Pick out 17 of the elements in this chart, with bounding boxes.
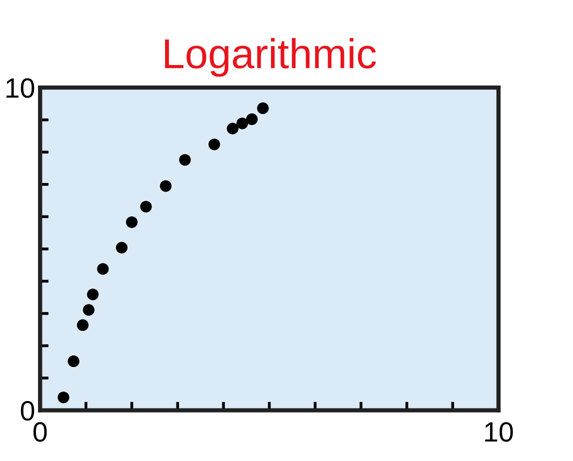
point [116, 242, 128, 254]
point [87, 288, 99, 300]
point [58, 392, 70, 404]
point [179, 154, 191, 166]
point [246, 113, 258, 126]
point [140, 200, 152, 212]
point [226, 122, 238, 134]
point [97, 263, 109, 275]
point [68, 355, 80, 368]
point [82, 304, 95, 316]
point [126, 216, 138, 228]
point [236, 118, 248, 130]
point [160, 180, 172, 192]
point [257, 102, 269, 114]
point [76, 319, 89, 331]
point [208, 138, 220, 150]
chart-title: Logarithmic [165, 38, 376, 77]
